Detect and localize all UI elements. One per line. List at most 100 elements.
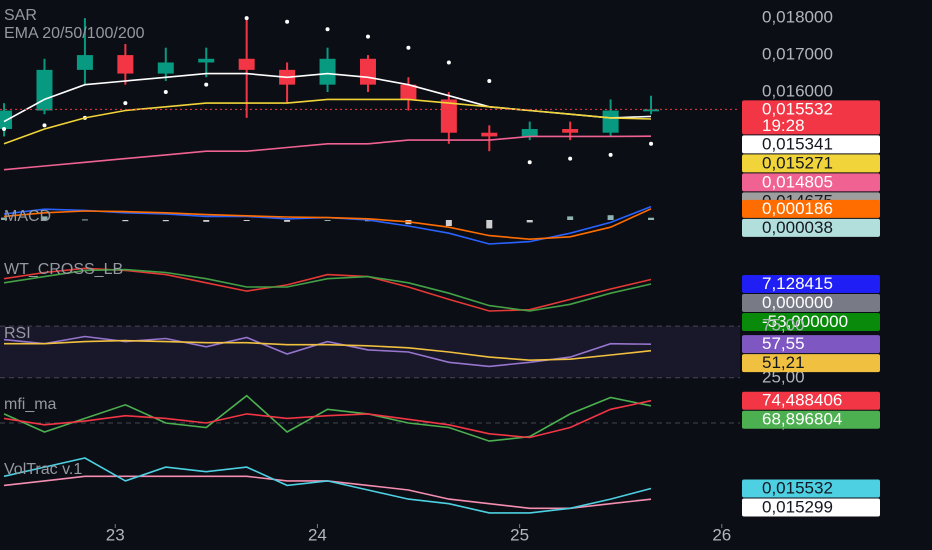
histogram-bar: [41, 216, 48, 220]
price-tag-label: 57,55: [762, 334, 805, 353]
series-line: [3, 135, 652, 171]
histogram-bar: [122, 220, 129, 222]
panel-title: RSI: [4, 325, 31, 342]
candle-body: [481, 132, 498, 137]
price-tag: [742, 275, 880, 294]
price-tag: [742, 498, 880, 517]
histogram-bar: [445, 220, 452, 226]
series-line: [3, 399, 652, 439]
price-tag: [742, 218, 880, 237]
y-tick-label: 0,017000: [762, 45, 833, 64]
histogram-bar: [1, 217, 8, 220]
candle-body: [117, 55, 134, 74]
candle-body: [36, 69, 53, 111]
sar-dot: [244, 16, 249, 21]
sar-dot: [2, 127, 7, 132]
histogram-bar: [81, 219, 88, 221]
price-tag-label: 0,000186: [762, 199, 833, 218]
price-tag: [742, 173, 880, 192]
countdown-label: 19:28: [762, 116, 805, 135]
histogram-bar: [162, 220, 169, 222]
sar-dot: [163, 90, 168, 95]
candle-body: [643, 109, 660, 112]
rsi-band: [0, 326, 740, 378]
candle-body: [440, 99, 457, 133]
price-tag-label: 0,000000: [762, 293, 833, 312]
price-scale: 0,0160000,0170000,0180000,01553219:280,0…: [742, 8, 880, 517]
price-tag: [742, 354, 880, 373]
price-tag-label: 7,128415: [762, 274, 833, 293]
price-tag-label: -53,000000: [762, 312, 848, 331]
histogram-bar: [567, 216, 574, 220]
x-tick-label: 23: [106, 525, 125, 544]
price-tag-label: 0,000038: [762, 218, 833, 237]
price-tag: [742, 479, 880, 498]
histogram-bar: [486, 220, 493, 229]
price-tag-label: 74,488406: [762, 391, 842, 410]
candle-body: [602, 110, 619, 133]
price-tag-label: 0,015271: [762, 153, 833, 172]
sar-dot: [568, 156, 573, 161]
series-line: [4, 339, 652, 362]
series-line: [3, 457, 652, 514]
histogram-bar: [243, 220, 250, 221]
sar-dot: [285, 19, 290, 24]
histogram-bar: [607, 215, 614, 220]
series-line: [3, 98, 652, 145]
price-tag-label: 68,896804: [762, 410, 842, 429]
series-line: [3, 208, 652, 241]
candle-body: [562, 129, 579, 133]
sar-dot: [608, 152, 613, 157]
price-tag-label: 0,015299: [762, 498, 833, 517]
sar-dot: [365, 34, 370, 39]
price-tag: [742, 313, 880, 332]
candle-body: [238, 58, 255, 70]
price-tag-label: 51,21: [762, 353, 805, 372]
histogram-bar: [324, 220, 331, 221]
panel-subtitle: EMA 20/50/100/200: [4, 25, 145, 42]
price-tag: [742, 154, 880, 173]
sar-dot: [406, 45, 411, 50]
price-tag: [742, 410, 880, 429]
sar-dot: [649, 141, 654, 146]
panel-title: MACD: [4, 208, 51, 225]
price-tag: [742, 391, 880, 410]
y-tick-label: 0,016000: [762, 82, 833, 101]
histogram-bar: [203, 220, 210, 222]
sar-dot: [123, 101, 128, 106]
sar-dot: [446, 60, 451, 65]
y-tick-label: 75,00: [762, 316, 805, 335]
sar-dot: [42, 123, 47, 128]
candle-body: [76, 55, 93, 70]
histogram-bar: [648, 217, 655, 220]
histogram-bar: [284, 220, 291, 222]
y-tick-label: 0,018000: [762, 8, 833, 27]
histogram-bar: [526, 220, 533, 223]
price-tag: [742, 100, 880, 135]
panel-title: WT_CROSS_LB: [4, 261, 123, 278]
series-line: [3, 268, 652, 312]
price-tag: [742, 135, 880, 154]
series-line: [3, 394, 652, 442]
sar-dot: [204, 82, 209, 87]
panel-title: mfi_ma: [4, 396, 57, 413]
price-tag-label: 0,015532: [762, 479, 833, 498]
x-tick-label: 26: [712, 525, 731, 544]
sar-dot: [527, 160, 532, 165]
price-tag: [742, 199, 880, 218]
candle-body: [400, 84, 417, 100]
panel-title: SAR: [4, 7, 37, 24]
x-tick-label: 25: [510, 525, 529, 544]
price-tag-label: 0,015532: [762, 99, 833, 118]
candle-body: [157, 62, 174, 74]
candle-body: [198, 58, 215, 63]
price-tag: [742, 294, 880, 313]
sar-dot: [487, 78, 492, 83]
sar-dot: [325, 27, 330, 32]
price-tag-label: 0,015341: [762, 134, 833, 153]
price-tag: [742, 335, 880, 354]
candle-body: [359, 58, 376, 85]
